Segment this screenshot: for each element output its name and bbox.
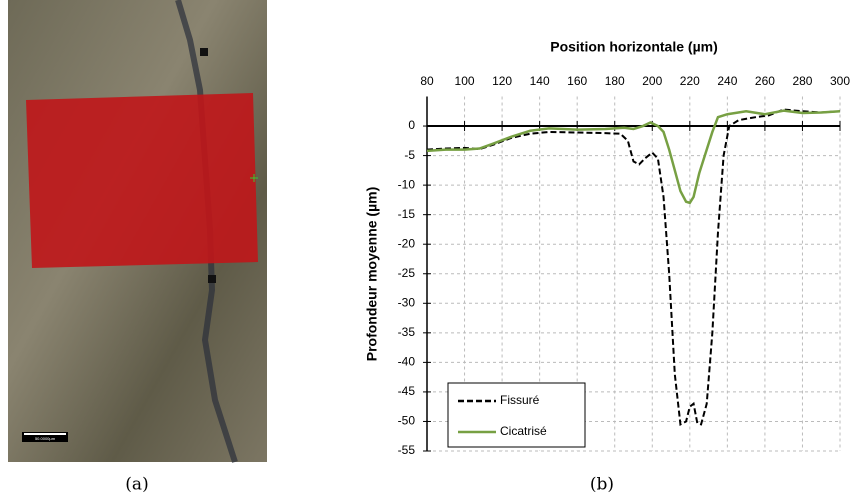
x-tick-label: 120	[492, 74, 512, 88]
y-tick-label: -55	[398, 443, 416, 457]
x-tick-label: 200	[642, 74, 662, 88]
marker	[208, 275, 216, 283]
x-tick-label: 100	[455, 74, 475, 88]
y-tick-label: -20	[398, 236, 416, 250]
x-axis-title: Position horizontale (µm)	[550, 39, 718, 55]
selection-area	[26, 93, 258, 268]
x-tick-label: 160	[567, 74, 587, 88]
x-tick-label: 80	[420, 74, 434, 88]
y-tick-label: -50	[398, 414, 416, 428]
legend-label: Fissuré	[500, 393, 540, 407]
y-tick-label: 0	[408, 118, 415, 132]
caption: (b)	[590, 475, 614, 495]
scale-bar-bg	[22, 432, 68, 442]
caption: (a)	[125, 475, 148, 495]
series-line	[426, 109, 841, 205]
y-tick-label: -30	[398, 295, 416, 309]
marker	[200, 48, 208, 56]
x-tick-label: 300	[830, 74, 850, 88]
series-line	[426, 108, 841, 426]
y-tick-label: -10	[398, 177, 416, 191]
x-tick-label: 240	[717, 74, 737, 88]
y-tick-label: -25	[398, 266, 416, 280]
x-tick-label: 260	[755, 74, 775, 88]
legend-label: Cicatrisé	[500, 424, 547, 438]
y-tick-label: -40	[398, 355, 416, 369]
y-tick-label: -45	[398, 384, 416, 398]
y-tick-label: -35	[398, 325, 416, 339]
y-axis-title: Profondeur moyenne (µm)	[364, 187, 380, 362]
scale-label: 50.0000µm	[35, 436, 56, 441]
photo: 50.0000µm	[8, 0, 267, 463]
x-tick-label: 220	[680, 74, 700, 88]
y-tick-label: -5	[404, 148, 415, 162]
x-tick-label: 180	[605, 74, 625, 88]
x-tick-label: 140	[530, 74, 550, 88]
y-tick-label: -15	[398, 207, 416, 221]
scale-bar	[24, 433, 66, 435]
x-tick-label: 280	[792, 74, 812, 88]
legend-box	[447, 382, 586, 448]
